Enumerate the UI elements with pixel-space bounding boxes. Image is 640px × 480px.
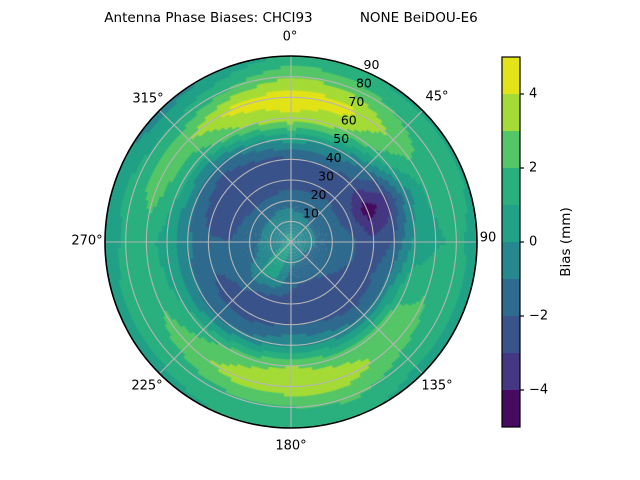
angular-gridline (159, 241, 292, 374)
radial-tick-label: 60 (341, 113, 357, 128)
radial-tick-label: 80 (356, 75, 372, 90)
angular-tick-label: 135° (421, 379, 452, 394)
colorbar-segment (502, 205, 520, 243)
colorbar-tick-label: 4 (529, 87, 537, 102)
colorbar-segment (502, 131, 520, 169)
colorbar-tick-label: 2 (529, 161, 537, 176)
angular-tick-label: 270° (71, 234, 102, 249)
colorbar-tick-label: −4 (529, 383, 548, 398)
angular-gridline (159, 110, 292, 243)
radial-tick-label: 30 (318, 168, 334, 183)
colorbar-segment (502, 168, 520, 206)
colorbar-segment (502, 242, 520, 280)
polar-outline (104, 55, 478, 429)
colorbar: 4 2 0 −2 −4 Bias (mm) (501, 56, 574, 428)
angular-gridline (290, 110, 423, 243)
angular-tick-label: 225° (131, 379, 162, 394)
colorbar-axis-label: Bias (mm) (558, 207, 574, 276)
angular-tick-label: 180° (275, 439, 306, 454)
angular-tick-label: 315° (132, 92, 163, 107)
colorbar-segment (502, 316, 520, 354)
angular-gridline (290, 241, 423, 374)
radial-tick-label: 20 (311, 187, 327, 202)
colorbar-tick-label: −2 (529, 309, 548, 324)
angular-tick-label: 90 (480, 231, 497, 246)
radial-tick-label: 90 (364, 57, 380, 72)
angular-tick-label: 45° (425, 90, 448, 105)
radial-tick-label: 10 (303, 206, 319, 221)
colorbar-segment (502, 353, 520, 391)
colorbar-tick-label: 0 (529, 235, 537, 250)
radial-tick-label: 40 (326, 150, 342, 165)
angular-tick-label: 0° (283, 30, 298, 45)
colorbar-segment (502, 390, 520, 428)
radial-tick-label: 50 (333, 131, 349, 146)
colorbar-segment (502, 94, 520, 132)
colorbar-segment (502, 57, 520, 95)
colorbar-segment (502, 279, 520, 317)
radial-tick-label: 70 (348, 94, 364, 109)
chart-title: Antenna Phase Biases: CHCI93 NONE BeiDOU… (104, 10, 478, 26)
